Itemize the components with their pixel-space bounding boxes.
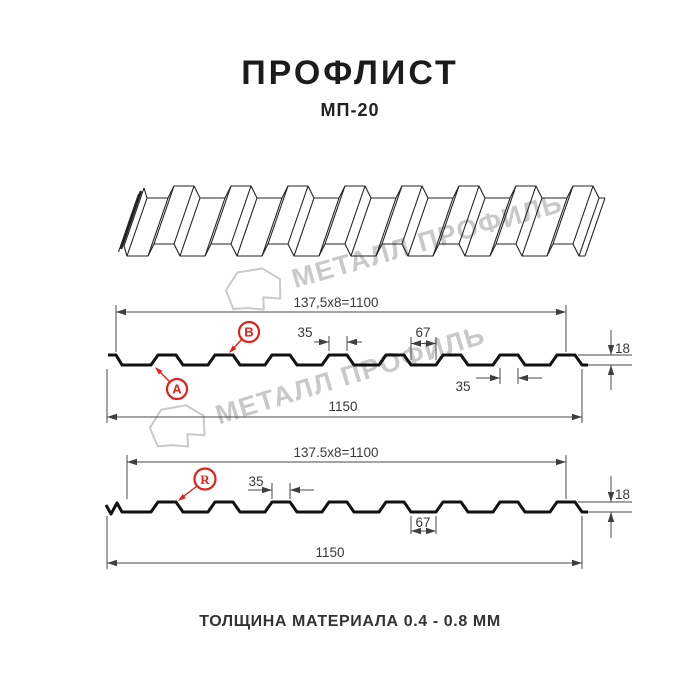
label-b: В	[244, 325, 253, 340]
dim-rib-top-width: 35	[248, 474, 263, 489]
watermark-text: МЕТАЛЛ ПРОФИЛЬ	[288, 188, 566, 294]
arrowhead	[116, 308, 126, 316]
label-a: А	[172, 382, 182, 397]
label-b-circle	[237, 320, 261, 344]
dim-rib-bottom-width: 35	[455, 379, 470, 394]
page-title: ПРОФЛИСТ	[241, 54, 459, 92]
arrowhead	[107, 413, 117, 421]
dim-lines	[106, 455, 632, 569]
arrowhead	[607, 365, 615, 375]
arrowhead	[290, 486, 300, 494]
arrowhead	[319, 338, 329, 346]
cross-section-bottom: 137.5x8=1100 35 67 18 1150 R	[104, 445, 632, 569]
arrowhead	[347, 338, 357, 346]
dim-total-width: 1150	[315, 545, 344, 560]
cross-section-top: 137,5x8=1100 35 67 18 35 1150 В А	[106, 295, 632, 423]
arrowhead	[607, 345, 615, 355]
cut-edge-line	[117, 193, 140, 253]
metal-profil-logo-icon	[221, 260, 288, 320]
watermark-lower: МЕТАЛЛ ПРОФИЛЬ	[144, 320, 489, 457]
profile-model-label: МП-20	[320, 100, 380, 120]
profile-outline	[108, 353, 588, 367]
thickness-caption: ТОЛЩИНА МАТЕРИАЛА 0.4 - 0.8 ММ	[199, 613, 501, 630]
metal-profil-logo-icon	[144, 397, 213, 457]
label-r: R	[200, 472, 210, 487]
dim-height: 18	[615, 487, 630, 502]
header: ПРОФЛИСТ МП-20	[0, 54, 700, 121]
arrowhead	[556, 308, 566, 316]
arrowhead	[556, 458, 566, 466]
arrowhead	[607, 492, 615, 502]
dim-total-width: 1150	[328, 399, 357, 414]
arrowhead	[490, 374, 500, 382]
dim-height: 18	[615, 341, 630, 356]
rib-fold-lines	[123, 185, 606, 257]
cut-edge-hem	[119, 190, 143, 250]
dim-formula: 137.5x8=1100	[294, 445, 379, 460]
label-a-circle	[165, 377, 189, 401]
arrowhead	[572, 413, 582, 421]
arrowhead	[518, 374, 528, 382]
dim-valley-width: 67	[415, 515, 430, 530]
dim-valley-width: 67	[415, 325, 430, 340]
label-r-circle	[193, 467, 217, 491]
dim-formula: 137,5x8=1100	[294, 295, 379, 310]
dim-rib-top-width: 35	[297, 325, 312, 340]
arrowhead	[607, 512, 615, 522]
arrowhead	[127, 458, 137, 466]
profile-outline	[104, 500, 588, 516]
sheet-3d-view	[117, 185, 606, 257]
arrowhead	[572, 559, 582, 567]
arrowhead	[107, 559, 117, 567]
